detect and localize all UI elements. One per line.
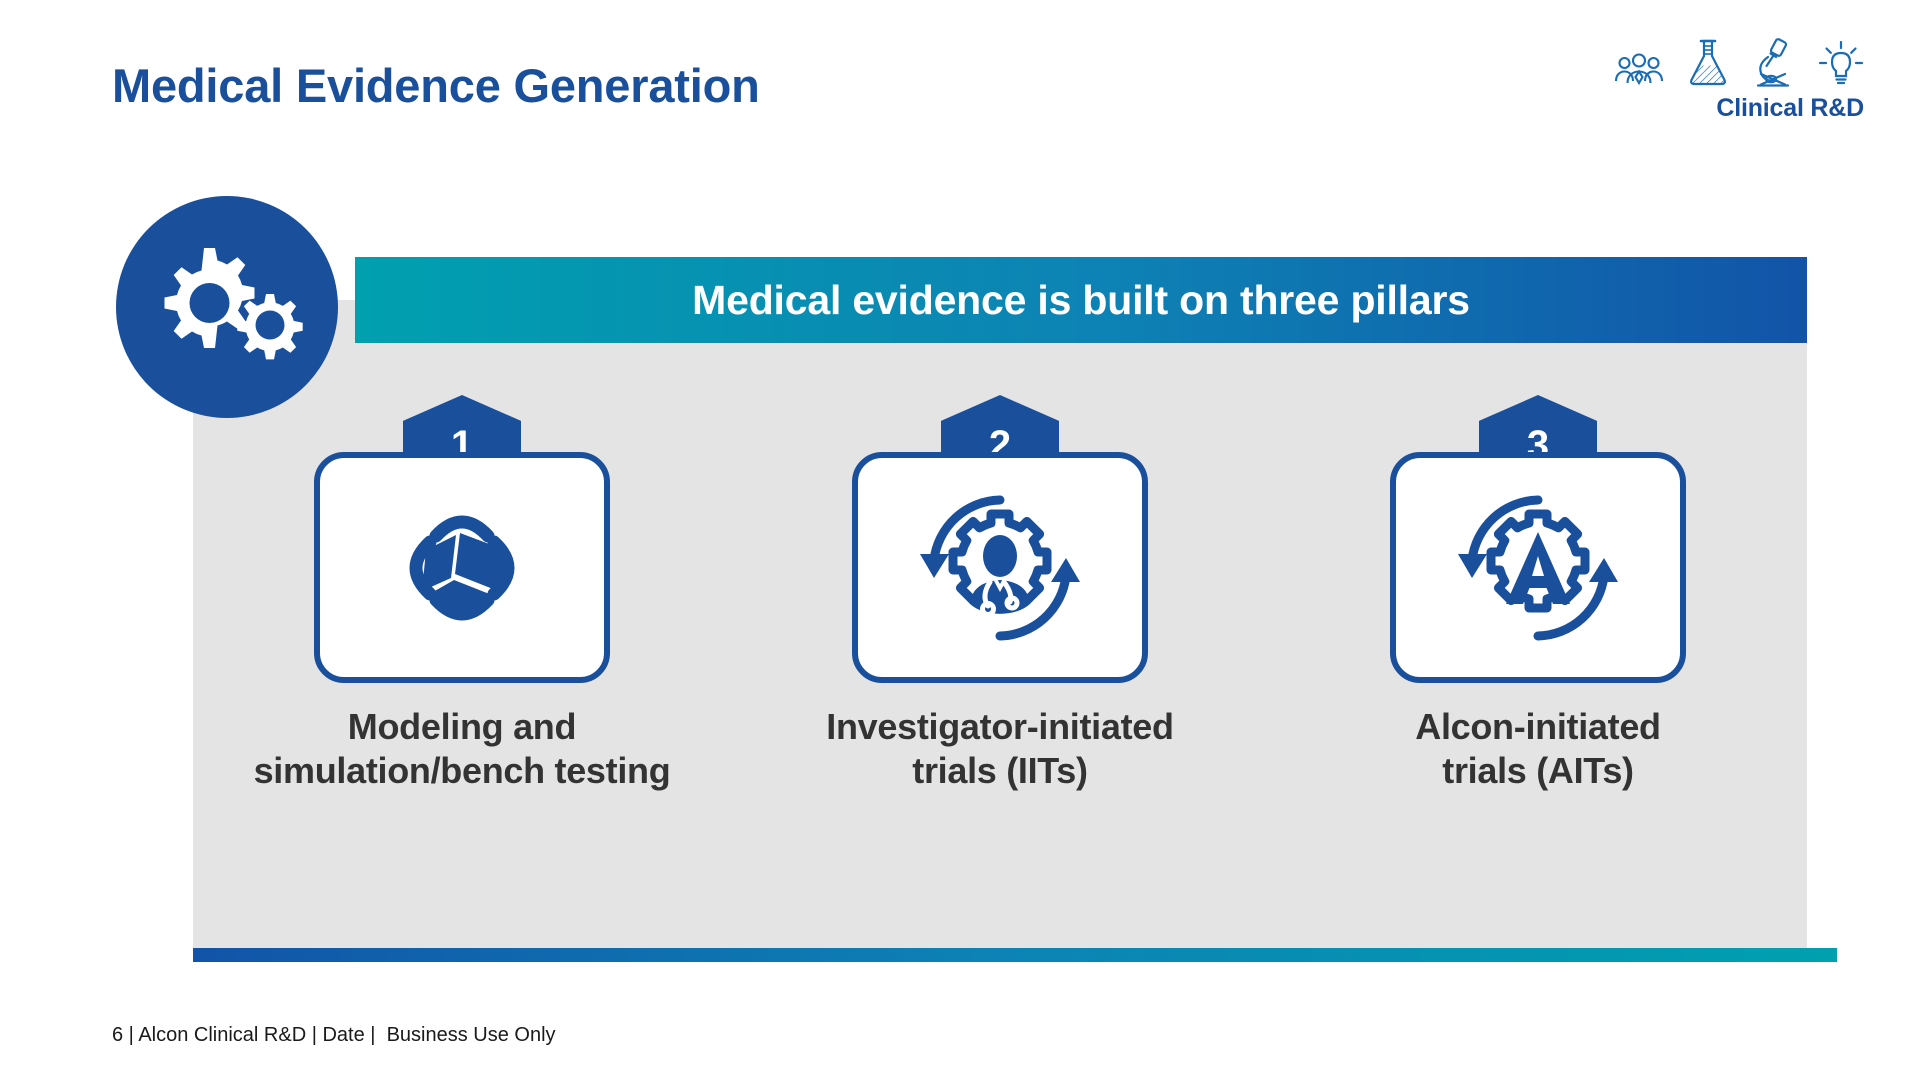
pillars-row: 1 [193, 395, 1807, 793]
gears-badge [116, 196, 338, 418]
brand-block: Clinical R&D [1574, 32, 1864, 123]
pillar-1-caption: Modeling and simulation/bench testing [254, 705, 671, 793]
pillar-1-icon-card[interactable] [314, 452, 610, 683]
gears-icon [142, 230, 312, 385]
pillar-3-caption: Alcon-initiated trials (AITs) [1415, 705, 1661, 793]
pillar-2-caption-line-1: Investigator-initiated [826, 706, 1174, 747]
cube-orbit-icon [372, 478, 552, 658]
doctor-gear-icon [908, 476, 1092, 660]
flask-icon [1688, 38, 1728, 88]
banner-text: Medical evidence is built on three pilla… [692, 276, 1470, 323]
brand-icon-row [1574, 32, 1864, 88]
pillar-1-caption-line-1: Modeling and [347, 706, 577, 747]
pillar-2-caption-line-2: trials (IITs) [912, 749, 1088, 791]
lightbulb-icon [1818, 40, 1864, 88]
brand-label: Clinical R&D [1716, 94, 1864, 122]
pillar-3-visual: 3 [1390, 395, 1686, 683]
pillar-card-3[interactable]: 3 Alcon-initiat [1323, 395, 1753, 793]
pillar-1-visual: 1 [314, 395, 610, 683]
pillar-2-caption: Investigator-initiated trials (IITs) [826, 705, 1174, 793]
slide-footer: 6 | Alcon Clinical R&D | Date | Business… [112, 1024, 556, 1046]
pillar-1-caption-line-2: simulation/bench testing [253, 749, 671, 791]
page-title: Medical Evidence Generation [112, 59, 760, 112]
pillar-card-1[interactable]: 1 [247, 395, 677, 793]
accent-bar [193, 948, 1837, 962]
letter-a-gear-icon [1446, 476, 1630, 660]
banner: Medical evidence is built on three pilla… [355, 257, 1807, 343]
pillar-2-icon-card[interactable] [852, 452, 1148, 683]
microscope-icon [1752, 38, 1794, 88]
people-group-icon [1614, 52, 1664, 88]
pillar-card-2[interactable]: 2 [785, 395, 1215, 793]
pillar-2-visual: 2 [852, 395, 1148, 683]
pillar-3-caption-line-1: Alcon-initiated [1415, 706, 1661, 747]
pillar-3-icon-card[interactable] [1390, 452, 1686, 683]
pillar-3-caption-line-2: trials (AITs) [1442, 749, 1634, 791]
